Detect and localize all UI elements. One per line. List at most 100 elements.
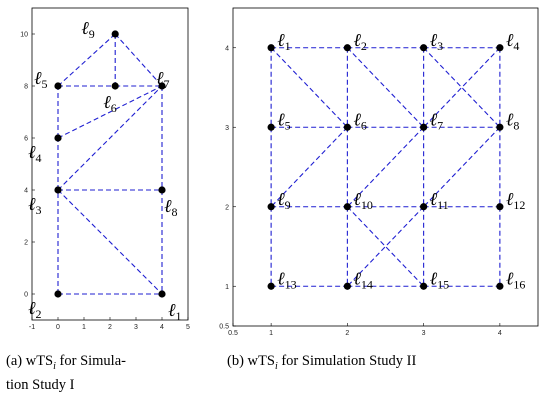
panel-a-node-1 xyxy=(158,290,166,298)
caption-a-line2: tion Study I xyxy=(6,376,75,393)
panel-b-edge xyxy=(423,47,501,128)
panel-a-node-label-2: ℓ2 xyxy=(28,298,42,321)
panel-a-ytick-label: 10 xyxy=(20,32,28,39)
panel-b-node-label-12: ℓ12 xyxy=(506,189,526,212)
panel-b-ytick-label: 2 xyxy=(225,204,229,211)
panel-b-node-5 xyxy=(267,123,275,131)
panel-a-xtick-label: 5 xyxy=(186,324,190,331)
panel-a-node-7 xyxy=(158,82,166,90)
panel-b-node-label-15: ℓ15 xyxy=(430,268,450,291)
panel-b-frame xyxy=(232,7,539,327)
panel-b-edge xyxy=(270,126,348,208)
panel-b-node-13 xyxy=(267,282,275,290)
panel-b-node-6 xyxy=(343,123,351,131)
caption-b: (b) wTSi for Simulation Study II xyxy=(227,352,539,376)
panel-a-xtick-label: 0 xyxy=(56,324,60,331)
panel-a-node-label-4: ℓ4 xyxy=(28,142,42,165)
panel-a-node-label-8: ℓ8 xyxy=(164,196,178,219)
panel-a-node-5 xyxy=(54,82,62,90)
caption-b-rest: for Simulation Study II xyxy=(277,353,417,369)
caption-b-sub: i xyxy=(274,360,278,372)
panel-b-node-15 xyxy=(420,282,428,290)
panel-b-node-label-6: ℓ6 xyxy=(353,109,367,132)
panel-a-node-label-7: ℓ7 xyxy=(156,68,170,91)
panel-b-edge xyxy=(270,47,348,128)
panel-b-node-4 xyxy=(496,44,504,52)
panel-b-node-3 xyxy=(420,44,428,52)
panel-b-node-12 xyxy=(496,203,504,211)
panel-b-node-label-8: ℓ8 xyxy=(506,109,520,132)
panel-b-node-label-5: ℓ5 xyxy=(277,109,291,132)
panel-b-xtick-label: 0.5 xyxy=(228,330,238,337)
panel-a-edge xyxy=(57,85,163,191)
panel-a-ytick-label: 8 xyxy=(24,84,28,91)
panel-b-node-label-2: ℓ2 xyxy=(353,30,367,53)
panel-a-xtick-label: 1 xyxy=(82,324,86,331)
panel-a-xtick-label: 2 xyxy=(108,324,112,331)
panel-a-ytick-label: 4 xyxy=(24,188,28,195)
panel-b-node-14 xyxy=(343,282,351,290)
panel-b-node-1 xyxy=(267,44,275,52)
panel-b-edge xyxy=(346,126,425,208)
panel-a-node-9 xyxy=(111,30,119,38)
panel-b-node-16 xyxy=(496,282,504,290)
panel-b-xtick-label: 4 xyxy=(498,330,502,337)
panel-b-edge xyxy=(346,206,425,287)
panel-a-edge xyxy=(57,189,163,295)
panel-a-node-3 xyxy=(54,186,62,194)
panel-b-node-label-13: ℓ13 xyxy=(277,268,297,291)
panel-a-node-8 xyxy=(158,186,166,194)
panel-b-node-label-3: ℓ3 xyxy=(430,30,444,53)
panel-a-frame xyxy=(31,7,189,321)
panel-a-node-label-9: ℓ9 xyxy=(81,18,95,41)
panel-a-node-2 xyxy=(54,290,62,298)
panel-a-ytick-label: 6 xyxy=(24,136,28,143)
panel-a-xtick-label: 3 xyxy=(134,324,138,331)
panel-b-ytick-label: 1 xyxy=(225,284,229,291)
panel-b-node-2 xyxy=(343,44,351,52)
panel-a-node-label-3: ℓ3 xyxy=(28,194,42,217)
caption-a-rest: for Simula- xyxy=(55,353,126,369)
panel-b-xtick-label: 2 xyxy=(345,330,349,337)
panel-a-edge xyxy=(57,33,116,87)
panel-b-edge xyxy=(346,206,425,287)
panel-a-node-6 xyxy=(111,82,119,90)
panel-a-edge xyxy=(57,85,163,139)
caption-b-prefix: (b) wTS xyxy=(227,353,275,369)
panel-b-xtick-label: 1 xyxy=(269,330,273,337)
panel-b-node-7 xyxy=(420,123,428,131)
panel-b-node-label-4: ℓ4 xyxy=(506,30,520,53)
panel-b-node-10 xyxy=(343,203,351,211)
panel-b-node-label-16: ℓ16 xyxy=(506,268,526,291)
panel-b-node-label-14: ℓ14 xyxy=(353,268,373,291)
panel-b-edge xyxy=(346,47,425,128)
caption-a: (a) wTSi for Simula- tion Study I xyxy=(6,352,196,394)
panel-b-ytick-label: 3 xyxy=(225,125,229,132)
panel-b-edge xyxy=(423,47,501,128)
caption-a-sub: i xyxy=(53,360,56,372)
panel-b-ytick-label: 4 xyxy=(225,45,229,52)
panel-a-ytick-label: 2 xyxy=(24,240,28,247)
panel-b-node-label-1: ℓ1 xyxy=(277,30,291,53)
panel-b-node-9 xyxy=(267,203,275,211)
panel-a-ytick-label: 0 xyxy=(24,292,28,299)
panel-b-node-label-11: ℓ11 xyxy=(430,189,449,212)
panel-b-node-8 xyxy=(496,123,504,131)
caption-a-prefix: (a) wTS xyxy=(6,353,54,369)
panel-a-edge xyxy=(114,33,163,87)
panel-a-xtick-label: 4 xyxy=(160,324,164,331)
panel-b-ytick-label: 0.5 xyxy=(219,324,229,331)
panel-b-edge xyxy=(423,126,501,208)
panel-b-node-11 xyxy=(420,203,428,211)
panel-b-node-label-9: ℓ9 xyxy=(277,189,291,212)
panel-a-node-label-5: ℓ5 xyxy=(34,68,48,91)
panel-a-xtick-label: -1 xyxy=(29,324,35,331)
panel-b-xtick-label: 3 xyxy=(422,330,426,337)
panel-b-node-label-10: ℓ10 xyxy=(353,189,373,212)
panel-a-node-label-6: ℓ6 xyxy=(103,92,117,115)
panel-b-node-label-7: ℓ7 xyxy=(430,109,444,132)
panel-a-node-4 xyxy=(54,134,62,142)
panel-a-node-label-1: ℓ1 xyxy=(168,300,182,323)
